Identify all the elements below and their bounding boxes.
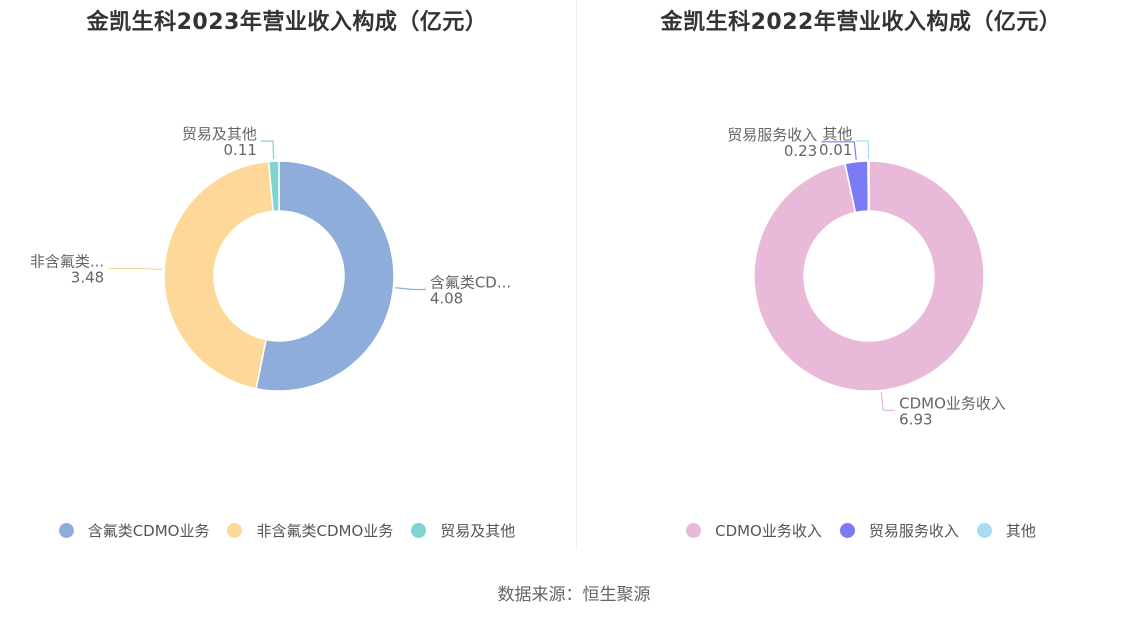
legend-label: 贸易服务收入: [868, 522, 959, 540]
legend-item[interactable]: 贸易及其他: [411, 520, 515, 541]
legend-item[interactable]: 其他: [976, 520, 1036, 541]
legend-swatch: [411, 523, 427, 538]
legend-label: 贸易及其他: [440, 522, 516, 540]
legend: CDMO业务收入 贸易服务收入 其他: [574, 520, 1148, 541]
chart-title: 金凯生科2023年营业收入构成（亿元）: [86, 10, 488, 35]
slice-label-value: 0.11: [224, 141, 257, 159]
leader-line: [108, 267, 163, 271]
legend-swatch: [686, 523, 702, 538]
leader-line: [880, 392, 896, 411]
chart-panel-2022: 金凯生科2022年营业收入构成（亿元） CDMO业务收入 6.93 贸易服务收入 0.…: [574, 0, 1148, 560]
slice-3[interactable]: [867, 160, 870, 212]
legend-item[interactable]: CDMO业务收入: [686, 520, 822, 541]
legend-item[interactable]: 贸易服务收入: [839, 520, 959, 541]
legend-swatch: [839, 523, 855, 538]
legend-item[interactable]: 含氟类CDMO业务: [58, 520, 210, 541]
leader-line: [260, 140, 275, 160]
slice-label-value: 6.93: [899, 410, 932, 428]
legend-label: CDMO业务收入: [715, 522, 822, 540]
slice-1[interactable]: [255, 160, 395, 392]
leader-line: [395, 287, 426, 291]
slice-1[interactable]: [753, 160, 985, 392]
leader-line: [856, 140, 870, 160]
slice-label-name: 贸易服务收入: [727, 126, 817, 144]
slice-label-name: 非含氟类...: [30, 253, 104, 271]
legend-swatch: [58, 523, 74, 538]
legend-label: 含氟类CDMO业务: [87, 522, 210, 540]
chart-title: 金凯生科2022年营业收入构成（亿元）: [660, 10, 1062, 35]
data-source: 数据来源：恒生聚源: [497, 585, 651, 605]
legend-label: 其他: [1005, 522, 1036, 540]
slice-label-name: 贸易及其他: [182, 125, 257, 143]
slice-label-name: 其他: [822, 125, 852, 143]
slice-2[interactable]: [163, 160, 274, 390]
legend-item[interactable]: 非含氟类CDMO业务: [227, 520, 393, 541]
leader-line: [821, 141, 857, 160]
legend-swatch: [976, 523, 992, 538]
chart-panel-2023: 金凯生科2023年营业收入构成（亿元） 含氟类CD... 4.08 非含氟类... 3…: [0, 0, 574, 560]
legend-label: 非含氟类CDMO业务: [256, 522, 394, 540]
slice-label-name: CDMO业务收入: [899, 394, 1006, 412]
slice-label-value: 0.01: [819, 141, 852, 159]
slice-3[interactable]: [267, 160, 280, 213]
legend: 含氟类CDMO业务 非含氟类CDMO业务 贸易及其他: [0, 520, 574, 541]
slice-label-value: 3.48: [71, 269, 104, 287]
legend-swatch: [227, 523, 243, 538]
panel-divider: [576, 0, 577, 550]
slice-label-name: 含氟类CD...: [430, 274, 511, 292]
slice-label-value: 0.23: [784, 142, 817, 160]
slice-label-value: 4.08: [430, 290, 463, 308]
